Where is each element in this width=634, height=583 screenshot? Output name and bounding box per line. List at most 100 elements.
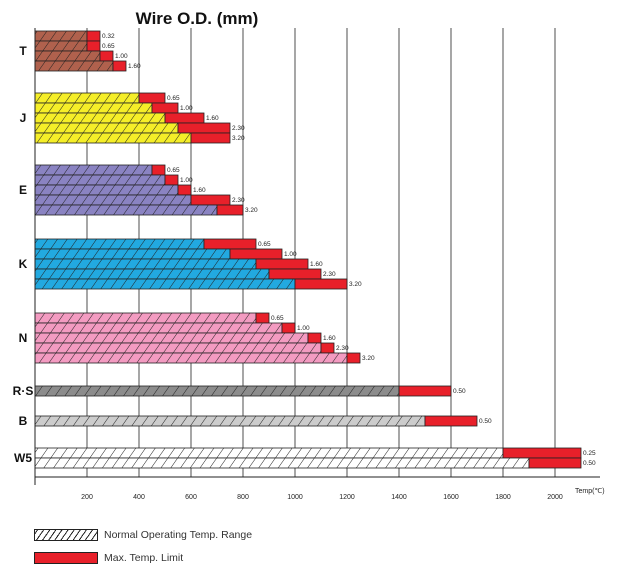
bar-normal-hatch — [34, 248, 231, 260]
legend-max: Max. Temp. Limit — [34, 552, 183, 564]
bar-max — [151, 164, 166, 176]
legend-normal-swatch — [34, 529, 98, 541]
bar-normal-hatch — [34, 112, 166, 124]
group-label: T — [19, 44, 27, 58]
bar-od-label: 1.00 — [180, 177, 193, 184]
bar-max — [138, 92, 166, 104]
bar-max — [229, 248, 283, 260]
bar-normal-hatch — [34, 30, 88, 42]
bar-od-label: 1.00 — [297, 325, 310, 332]
bar-max — [164, 112, 205, 124]
bar-normal-hatch — [34, 385, 400, 397]
bar-max — [346, 352, 361, 364]
bar-od-label: 3.20 — [232, 135, 245, 142]
bar-normal-hatch — [34, 312, 257, 324]
bar-normal-hatch — [34, 40, 88, 52]
bar-max — [112, 60, 127, 72]
x-tick-label: 2000 — [547, 494, 563, 501]
legend-normal: Normal Operating Temp. Range — [34, 529, 252, 541]
bar-od-label: 1.00 — [180, 105, 193, 112]
bar-od-label: 3.20 — [362, 355, 375, 362]
bar-normal-hatch — [34, 50, 101, 62]
bar-max — [255, 312, 270, 324]
bar-od-label: 3.20 — [349, 281, 362, 288]
bar-max — [424, 415, 478, 427]
bar-normal-hatch — [34, 60, 114, 72]
x-tick-label: 1400 — [391, 494, 407, 501]
bar-od-label: 0.65 — [258, 241, 271, 248]
x-tick-label: 1000 — [287, 494, 303, 501]
bar-normal-hatch — [34, 238, 205, 250]
group-label: J — [20, 111, 27, 125]
bar-normal-hatch — [34, 278, 296, 290]
bar-od-label: 3.20 — [245, 207, 258, 214]
bar-max — [528, 457, 582, 469]
bar-od-label: 1.60 — [193, 187, 206, 194]
legend-max-swatch — [34, 552, 98, 564]
bar-od-label: 2.30 — [336, 345, 349, 352]
legend-max-label: Max. Temp. Limit — [104, 552, 184, 564]
legend-normal-label: Normal Operating Temp. Range — [104, 529, 253, 541]
bar-max — [307, 332, 322, 344]
bar-max — [190, 132, 231, 144]
bar-normal-hatch — [34, 102, 153, 114]
bar-max — [320, 342, 335, 354]
bar-od-label: 0.50 — [479, 418, 492, 425]
bar-normal-hatch — [34, 258, 257, 270]
bar-max — [398, 385, 452, 397]
bar-od-label: 2.30 — [323, 271, 336, 278]
group-label: E — [19, 183, 27, 197]
bar-normal-hatch — [34, 352, 348, 364]
bar-max — [502, 447, 582, 459]
bar-od-label: 1.60 — [323, 335, 336, 342]
bar-od-label: 0.50 — [453, 388, 466, 395]
bar-od-label: 1.60 — [206, 115, 219, 122]
bar-normal-hatch — [34, 447, 504, 459]
bar-od-label: 0.25 — [583, 450, 596, 457]
group-label: R·S — [13, 384, 34, 398]
bar-max — [164, 174, 179, 186]
bar-max — [86, 40, 101, 52]
bar-normal-hatch — [34, 332, 309, 344]
bar-max — [255, 258, 309, 270]
group-label: W5 — [14, 451, 32, 465]
bar-max — [86, 30, 101, 42]
x-tick-label: 400 — [133, 494, 145, 501]
bar-normal-hatch — [34, 457, 530, 469]
bar-normal-hatch — [34, 92, 140, 104]
bar-max — [281, 322, 296, 334]
bar-od-label: 1.60 — [310, 261, 323, 268]
x-tick-label: 800 — [237, 494, 249, 501]
bar-od-label: 1.00 — [284, 251, 297, 258]
x-tick-label: 1800 — [495, 494, 511, 501]
bar-max — [151, 102, 179, 114]
bar-normal-hatch — [34, 342, 322, 354]
bar-normal-hatch — [34, 268, 270, 280]
bar-max — [177, 122, 231, 134]
bar-od-label: 1.00 — [115, 53, 128, 60]
bar-od-label: 1.60 — [128, 63, 141, 70]
bar-normal-hatch — [34, 174, 166, 186]
bar-max — [203, 238, 257, 250]
bar-max — [216, 204, 244, 216]
bar-max — [99, 50, 114, 62]
bar-od-label: 0.65 — [271, 315, 284, 322]
bar-normal-hatch — [34, 184, 179, 196]
bar-normal-hatch — [34, 132, 192, 144]
x-axis-unit: Temp(℃) — [575, 488, 605, 495]
bar-max — [268, 268, 322, 280]
bar-normal-hatch — [34, 415, 426, 427]
x-tick-label: 600 — [185, 494, 197, 501]
bar-max — [177, 184, 192, 196]
bar-normal-hatch — [34, 164, 153, 176]
x-tick-label: 1200 — [339, 494, 355, 501]
bar-od-label: 2.30 — [232, 125, 245, 132]
bar-max — [294, 278, 348, 290]
bar-od-label: 0.65 — [167, 167, 180, 174]
group-label: N — [19, 331, 28, 345]
group-label: K — [19, 257, 28, 271]
bar-max — [190, 194, 231, 206]
bar-normal-hatch — [34, 204, 218, 216]
group-label: B — [19, 414, 28, 428]
